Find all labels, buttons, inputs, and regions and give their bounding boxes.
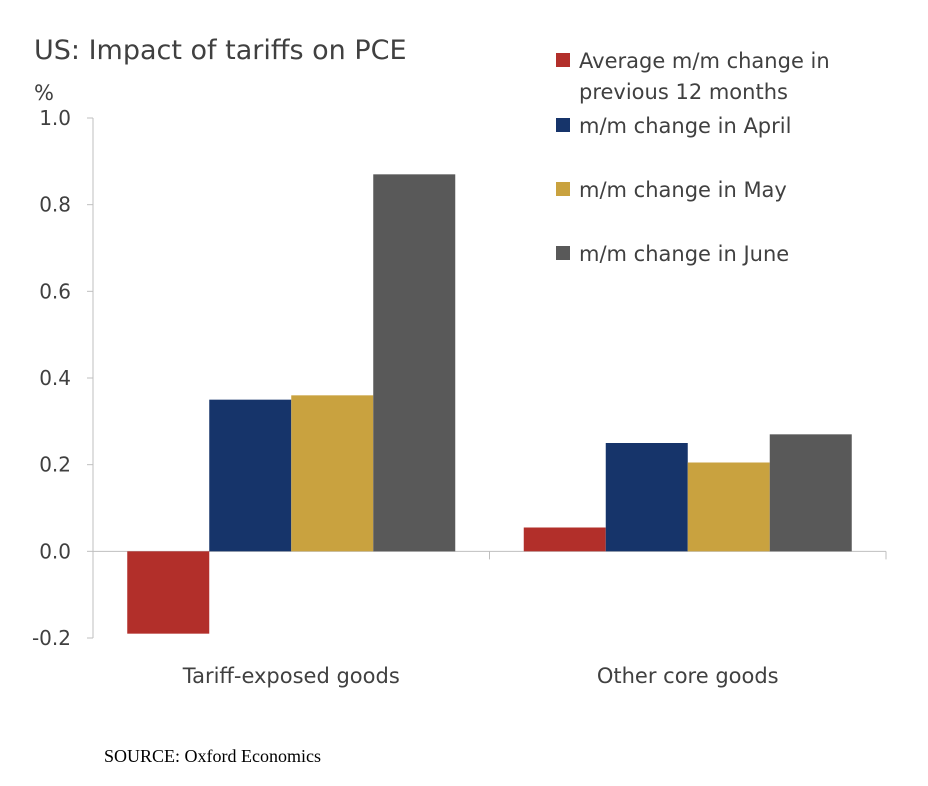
legend-swatch xyxy=(556,246,570,260)
y-axis-unit: % xyxy=(34,81,54,105)
y-tick-label: -0.2 xyxy=(32,626,71,650)
y-tick-label: 0.2 xyxy=(39,453,71,477)
legend-label: Average m/m change in xyxy=(579,49,830,73)
y-tick-label: 0.6 xyxy=(39,279,71,303)
legend-label: m/m change in April xyxy=(579,114,791,138)
legend: Average m/m change in previous 12 months m… xyxy=(556,49,830,266)
chart: US: Impact of tariffs on PCE % 1.0 0.8 0.6… xyxy=(32,35,887,688)
legend-label: previous 12 months xyxy=(579,80,788,104)
x-category-label: Other core goods xyxy=(597,664,779,688)
legend-swatch xyxy=(556,182,570,196)
bar xyxy=(769,434,852,552)
x-categories: Tariff-exposed goods Other core goods xyxy=(182,664,779,688)
bar xyxy=(523,527,606,552)
x-category-label: Tariff-exposed goods xyxy=(182,664,400,688)
y-tick-label: 0.4 xyxy=(39,366,71,390)
bar xyxy=(373,174,456,552)
legend-label: m/m change in June xyxy=(579,242,789,266)
bars xyxy=(127,174,852,634)
y-ticks: 1.0 0.8 0.6 0.4 0.2 0.0 -0.2 xyxy=(32,106,71,650)
bar xyxy=(291,395,374,552)
legend-swatch xyxy=(556,53,570,67)
y-tick-label: 0.8 xyxy=(39,193,71,217)
bar xyxy=(687,462,770,552)
bar xyxy=(605,443,688,552)
bar xyxy=(127,551,210,634)
chart-title: US: Impact of tariffs on PCE xyxy=(34,35,407,66)
bar xyxy=(209,399,292,552)
y-tick-label: 0.0 xyxy=(39,539,71,563)
source-note: SOURCE: Oxford Economics xyxy=(104,746,321,766)
y-tick-label: 1.0 xyxy=(39,106,71,130)
legend-swatch xyxy=(556,118,570,132)
legend-label: m/m change in May xyxy=(579,178,787,202)
